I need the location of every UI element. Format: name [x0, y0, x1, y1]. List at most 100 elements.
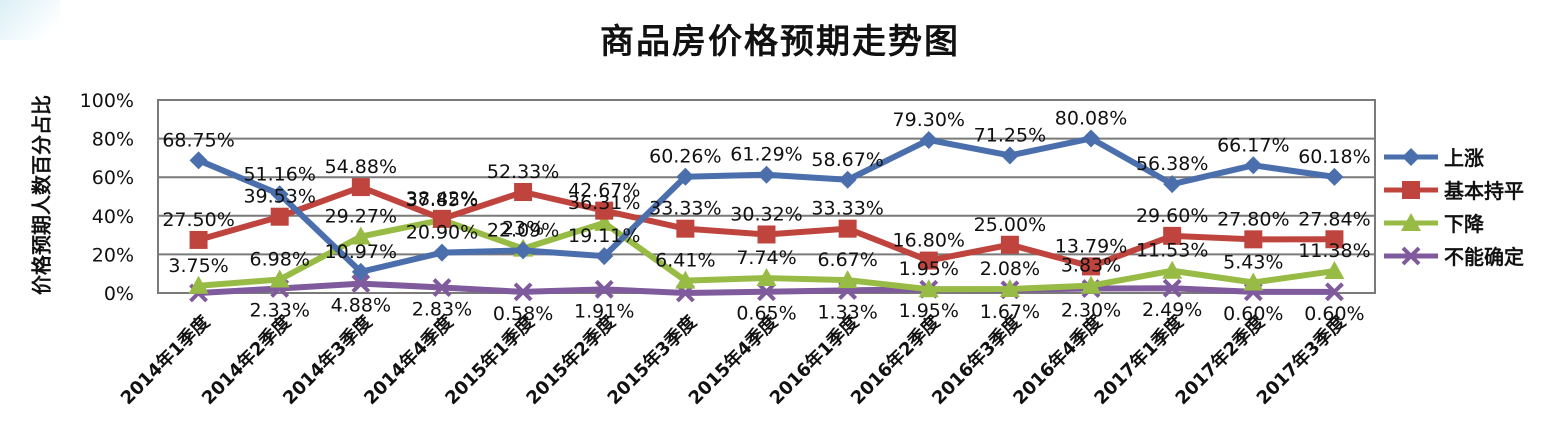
data-label: 60.26%: [649, 146, 721, 168]
data-label: 0.65%: [736, 303, 796, 325]
legend-marker: [1402, 180, 1420, 199]
data-label: 3.83%: [1061, 255, 1121, 277]
data-point-x: [757, 282, 776, 302]
legend-marker-square-icon: [1384, 180, 1438, 199]
data-point-triangle: [1243, 272, 1264, 291]
data-label: 5.43%: [1223, 252, 1283, 274]
data-point-diamond: [1000, 146, 1019, 165]
data-label: 3.75%: [168, 255, 228, 277]
data-label: 2.33%: [250, 300, 310, 322]
data-point-square: [1325, 230, 1344, 249]
data-point-triangle: [999, 278, 1020, 297]
corner-accent: [0, 0, 60, 40]
data-point-triangle: [918, 279, 939, 298]
data-label: 1.67%: [980, 301, 1040, 323]
legend-marker-triangle-icon: [1384, 212, 1438, 231]
data-point-square: [351, 178, 370, 197]
data-label: 2.49%: [1142, 299, 1202, 321]
data-point-square: [514, 183, 533, 202]
data-label: 79.30%: [893, 109, 965, 131]
data-point-x: [1325, 282, 1344, 302]
legend-label: 下降: [1444, 212, 1484, 236]
data-point-triangle: [837, 270, 858, 289]
y-tick-label: 20%: [92, 244, 134, 266]
data-point-diamond: [351, 262, 370, 281]
data-point-diamond: [514, 241, 533, 260]
legend-marker-diamond-icon: [1384, 147, 1438, 166]
data-label: 36.31%: [568, 192, 640, 214]
data-point-triangle: [756, 268, 777, 287]
data-label: 10.97%: [325, 241, 397, 263]
data-label: 1.91%: [574, 300, 634, 322]
legend-item-0: 上涨: [1382, 140, 1524, 173]
data-label: 2.08%: [980, 258, 1040, 280]
data-label: 1.95%: [899, 258, 959, 280]
data-label: 42.67%: [568, 180, 640, 202]
data-point-diamond: [676, 167, 695, 186]
data-point-diamond: [838, 170, 857, 189]
data-point-diamond: [757, 165, 776, 184]
data-label: 11.38%: [1298, 240, 1370, 262]
legend-marker-x-icon: [1384, 246, 1438, 265]
data-point-x: [513, 282, 533, 302]
data-label: 6.98%: [250, 249, 310, 271]
data-label: 27.80%: [1217, 208, 1289, 230]
legend-item-1: 基本持平: [1382, 173, 1524, 206]
data-point-diamond: [919, 130, 938, 149]
data-point-square: [432, 209, 451, 228]
data-label: 11.53%: [1136, 240, 1208, 262]
data-point-square: [1163, 226, 1182, 245]
data-point-square: [595, 201, 614, 220]
data-label: 1.95%: [899, 300, 959, 322]
legend-label: 不能确定: [1444, 245, 1524, 269]
data-point-triangle: [188, 275, 209, 294]
legend-item-3: 不能确定: [1382, 239, 1524, 272]
data-label: 56.38%: [1136, 153, 1208, 175]
data-label: 20.90%: [406, 222, 478, 244]
data-point-x: [432, 278, 452, 297]
legend-item-2: 下降: [1382, 206, 1524, 239]
data-label: 29.60%: [1136, 205, 1208, 227]
data-label: 29.27%: [325, 206, 397, 228]
data-point-triangle: [1162, 260, 1183, 279]
data-label: 2.30%: [1061, 300, 1121, 322]
data-label: 37.85%: [406, 189, 478, 211]
data-label: 66.17%: [1217, 134, 1289, 156]
data-label: 1.33%: [817, 301, 877, 323]
legend-marker: [1402, 147, 1420, 166]
data-label: 71.25%: [974, 124, 1046, 146]
data-label: 80.08%: [1055, 107, 1127, 129]
legend: 上涨 基本持平 下降 不能确定: [1382, 140, 1524, 272]
data-label: 0.60%: [1304, 303, 1364, 325]
data-point-square: [838, 219, 857, 238]
data-point-diamond: [270, 185, 289, 204]
data-label: 6.67%: [817, 249, 877, 271]
data-label: 7.74%: [736, 247, 796, 269]
data-label: 25.00%: [974, 214, 1046, 236]
y-tick-label: 0%: [104, 283, 134, 305]
data-point-square: [757, 225, 776, 244]
data-point-square: [1000, 235, 1019, 254]
data-label: 33.33%: [649, 198, 721, 220]
data-label: 60.18%: [1298, 146, 1370, 168]
legend-label: 上涨: [1444, 146, 1484, 170]
data-label: 2.83%: [412, 299, 472, 321]
data-point-diamond: [1244, 156, 1263, 175]
data-label: 61.29%: [730, 144, 802, 166]
data-label: 6.41%: [655, 250, 715, 272]
data-point-diamond: [1163, 175, 1182, 194]
data-point-diamond: [432, 243, 451, 262]
data-label: 51.16%: [243, 163, 315, 185]
y-tick-label: 40%: [92, 206, 134, 228]
data-label: 16.80%: [893, 230, 965, 252]
data-label: 22.09%: [487, 219, 559, 241]
data-point-triangle: [1081, 275, 1102, 294]
data-point-triangle: [350, 226, 371, 245]
data-label: 54.88%: [325, 156, 397, 178]
legend-marker: [1401, 212, 1421, 231]
data-label: 27.50%: [162, 209, 234, 231]
data-point-triangle: [1324, 261, 1345, 280]
data-label: 68.75%: [162, 129, 234, 151]
data-point-square: [1082, 257, 1101, 276]
